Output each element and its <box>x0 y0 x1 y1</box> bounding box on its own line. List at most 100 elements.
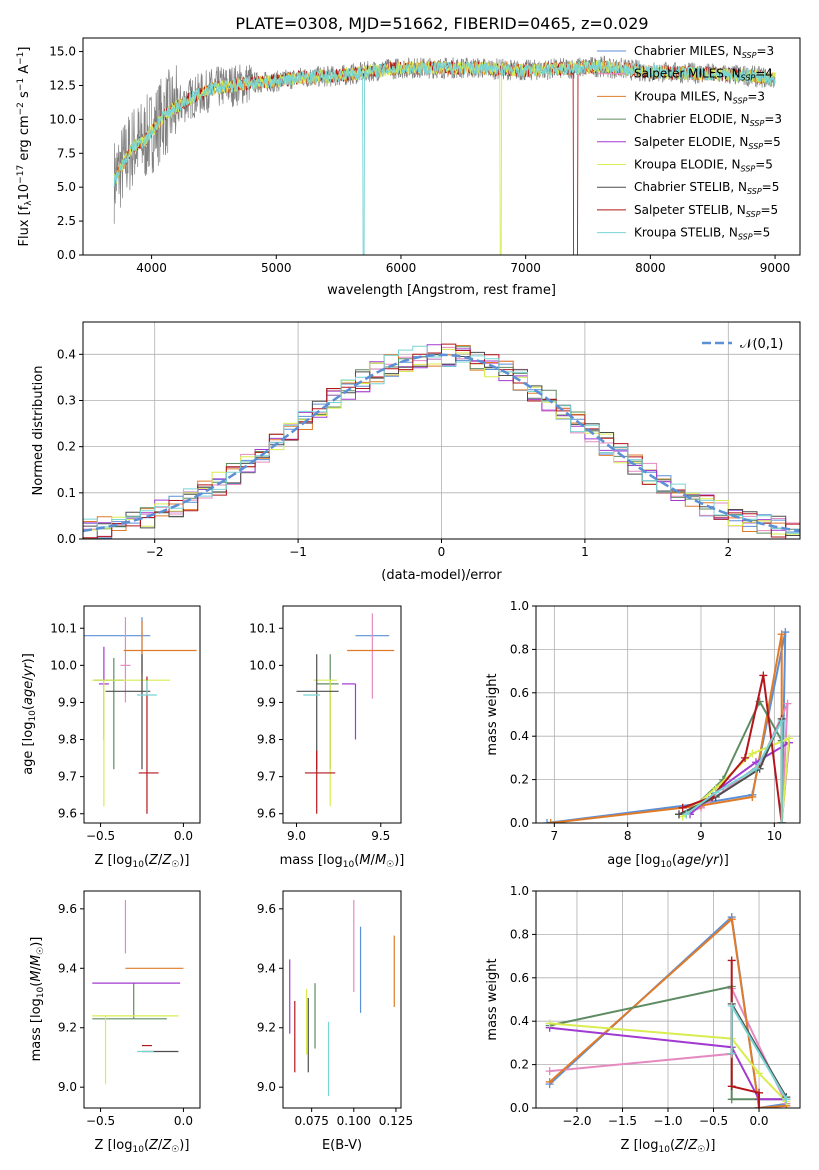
y-tick-label: 15.0 <box>49 45 76 59</box>
z-axis-label: Z [log10(Z/Z☉)] <box>95 1138 190 1155</box>
x-tick-label: 9000 <box>760 261 791 275</box>
x-tick-label: 7 <box>551 829 559 843</box>
errorbar-panel-frame-3 <box>282 605 402 824</box>
y-tick-label: 0.3 <box>57 393 76 407</box>
y-tick-label: 9.2 <box>58 1021 77 1035</box>
histogram-x-axis-label: (data-model)/error <box>381 568 502 583</box>
massweight-y-axis-label: mass weight <box>485 958 500 1040</box>
massweight-marker-salpeter-miles <box>545 1067 554 1076</box>
massweight-marker-kroupa-elodie <box>755 1069 764 1078</box>
x-tick-label: 0.125 <box>379 1114 413 1128</box>
massweight-marker-salpeter-stelib <box>741 753 749 762</box>
y-tick-label: 0.2 <box>57 440 76 454</box>
massweight-marker-kroupa-miles <box>748 792 757 801</box>
massweight-marker-salpeter-stelib <box>727 1082 736 1091</box>
x-tick-label: −0.5 <box>699 1114 728 1128</box>
y-tick-label: 0.1 <box>57 486 76 500</box>
y-tick-label: 1.0 <box>510 884 529 898</box>
y-tick-label: 0.2 <box>510 773 529 787</box>
legend-label-kroupa-stelib: Kroupa STELIB, NSSP=5 <box>634 226 770 242</box>
massweight-marker-kroupa-miles <box>777 630 786 639</box>
y-tick-label: 0.2 <box>510 1058 529 1072</box>
histogram-kroupa-stelib <box>83 345 800 534</box>
massweight-marker-kroupa-stelib <box>711 788 720 797</box>
x-tick-label: 4000 <box>136 261 167 275</box>
massweight-marker-chabrier-stelib <box>675 810 683 819</box>
legend-label-chabrier-stelib: Chabrier STELIB, NSSP=5 <box>634 180 779 196</box>
x-tick-label: 10 <box>767 829 782 843</box>
x-tick-label: −0.5 <box>86 1114 115 1128</box>
y-tick-label: 0.8 <box>510 927 529 941</box>
massweight-marker-salpeter-stelib <box>755 1104 764 1108</box>
x-tick-label: 9 <box>697 829 705 843</box>
y-tick-label: 0.0 <box>57 248 76 262</box>
massweight-marker-kroupa-stelib <box>682 810 691 819</box>
kroupa-stelib-model <box>113 59 776 255</box>
y-tick-label: 0.8 <box>510 642 529 656</box>
x-tick-label: 0.0 <box>174 829 193 843</box>
plot-area-clip-err-5 <box>92 899 184 1085</box>
y-tick-label: 9.2 <box>257 1021 276 1035</box>
massweight-marker-kroupa-miles <box>546 819 555 823</box>
massweight-marker-salpeter-stelib <box>678 803 687 812</box>
massweight-marker-kroupa-stelib <box>727 1002 736 1011</box>
y-tick-label: 0.0 <box>510 1101 529 1115</box>
legend-label-kroupa-miles: Kroupa MILES, NSSP=3 <box>634 89 765 105</box>
x-tick-label: −2 <box>146 545 164 559</box>
x-tick-label: −1 <box>289 545 307 559</box>
y-tick-label: 0.4 <box>510 729 529 743</box>
plot-area-clip-err-3 <box>296 613 395 814</box>
x-tick-label: 5000 <box>261 261 292 275</box>
y-tick-label: 2.5 <box>57 214 76 228</box>
y-tick-label: 9.9 <box>257 695 276 709</box>
y-tick-label: 7.5 <box>57 146 76 160</box>
histogram-salpeter-stelib <box>83 343 800 539</box>
histogram-y-axis-label: Normed distribution <box>31 366 46 496</box>
age-axis-label: age [log10(age/yr)] <box>21 653 38 775</box>
errorbar-panel-frame-6 <box>282 890 402 1109</box>
y-tick-label: 0.0 <box>57 532 76 546</box>
y-tick-label: 9.8 <box>58 733 77 747</box>
y-tick-label: 0.6 <box>510 686 529 700</box>
x-tick-label: 9.5 <box>371 829 390 843</box>
x-tick-label: 0 <box>438 545 446 559</box>
massweight-marker-salpeter-stelib <box>759 671 768 680</box>
massweight-y-axis-label: mass weight <box>485 673 500 755</box>
gaussian-reference-curve <box>83 353 800 533</box>
x-tick-label: 7000 <box>510 261 541 275</box>
x-tick-label: −1.5 <box>608 1114 637 1128</box>
ebv-axis-label: E(B-V) <box>322 1138 362 1153</box>
massweight-line-kroupa-miles <box>549 917 787 1108</box>
age-axis-label: age [log10(age/yr)] <box>607 853 729 870</box>
x-tick-label: 1 <box>581 545 589 559</box>
y-tick-label: 0.4 <box>57 347 76 361</box>
z-axis-label: Z [log10(Z/Z☉)] <box>95 853 190 870</box>
y-tick-label: 9.8 <box>257 733 276 747</box>
legend-label-gaussian: 𝒩(0,1) <box>740 337 783 352</box>
y-tick-label: 9.0 <box>257 1080 276 1094</box>
y-tick-label: 0.0 <box>510 816 529 830</box>
massweight-marker-chabrier-miles <box>543 819 551 823</box>
legend-label-salpeter-miles: Salpeter MILES, NSSP=4 <box>634 67 773 83</box>
plot-area-clip-err-6 <box>289 899 395 1097</box>
y-tick-label: 5.0 <box>57 180 76 194</box>
massweight-marker-chabrier-elodie <box>727 1095 736 1104</box>
y-tick-label: 9.0 <box>58 1080 77 1094</box>
y-tick-label: 9.7 <box>58 770 77 784</box>
x-tick-label: 9.0 <box>287 829 306 843</box>
massweight-marker-kroupa-elodie <box>545 1019 554 1028</box>
figure-title: PLATE=0308, MJD=51662, FIBERID=0465, z=0… <box>235 14 648 33</box>
massweight-marker-salpeter-miles <box>783 699 792 708</box>
plot-area-clip-line-7 <box>545 913 791 1108</box>
massweight-marker-salpeter-stelib <box>755 1088 764 1097</box>
legend-label-chabrier-elodie: Chabrier ELODIE, NSSP=3 <box>634 112 782 128</box>
y-tick-label: 9.6 <box>257 902 276 916</box>
x-tick-label: −1.0 <box>653 1114 682 1128</box>
massweight-line-salpeter-elodie <box>549 1026 787 1101</box>
legend-label-salpeter-stelib: Salpeter STELIB, NSSP=5 <box>634 203 778 219</box>
y-tick-label: 9.4 <box>58 961 77 975</box>
massweight-marker-kroupa-stelib <box>752 764 760 773</box>
massweight-line-kroupa-elodie <box>549 1022 788 1103</box>
legend-label-chabrier-miles: Chabrier MILES, NSSP=3 <box>634 44 774 60</box>
